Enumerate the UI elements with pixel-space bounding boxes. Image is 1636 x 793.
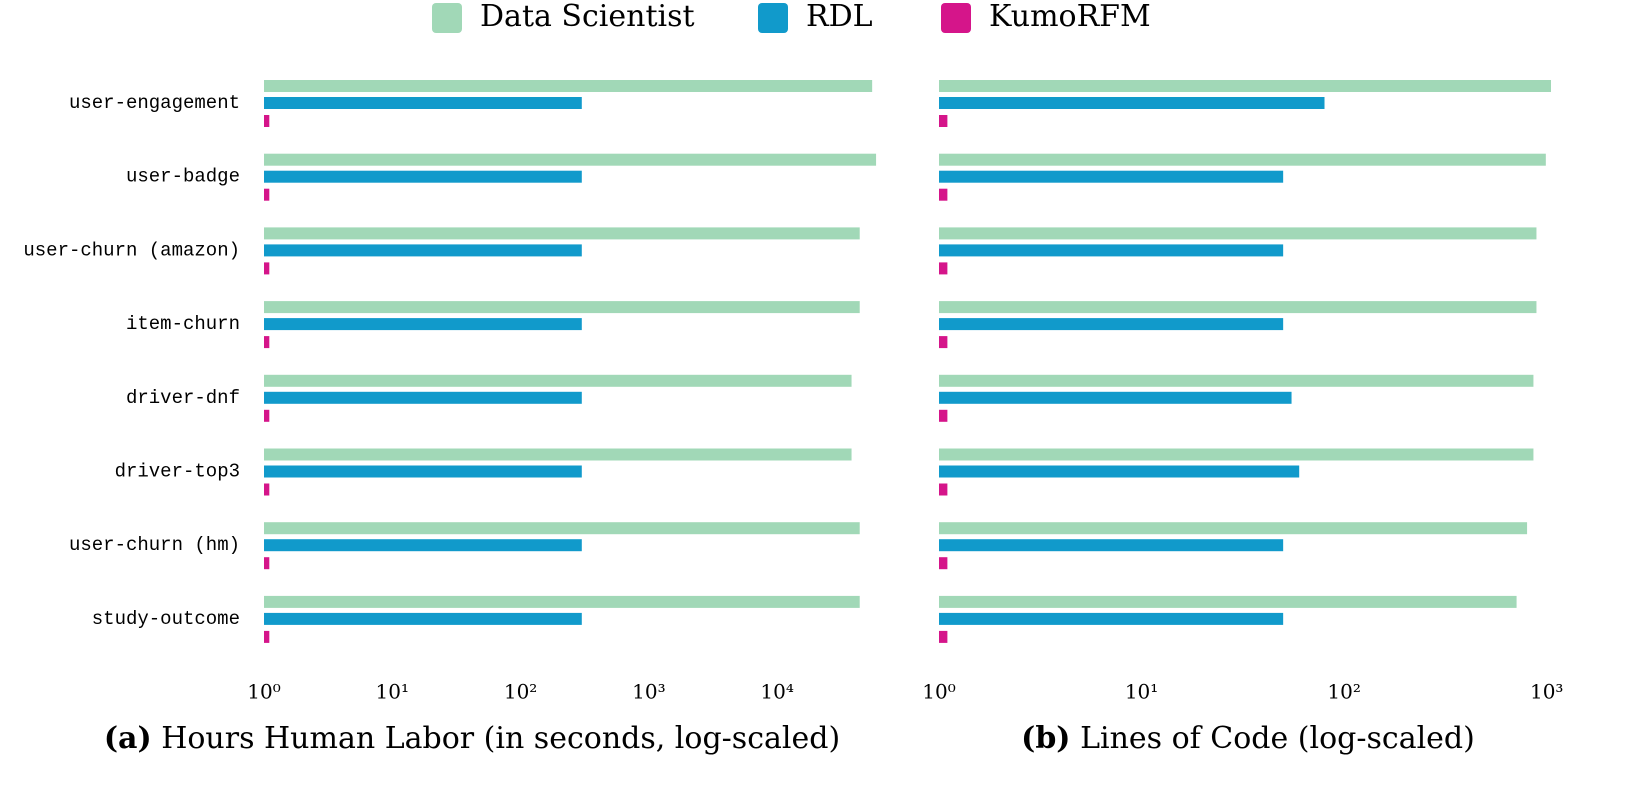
y-tick-label: item-churn [126, 313, 240, 335]
bar [939, 262, 948, 275]
y-tick-label: driver-top3 [115, 461, 240, 483]
bar [939, 557, 948, 570]
bar [264, 115, 270, 127]
x-tick-label: 10¹ [376, 680, 409, 704]
bar [264, 448, 852, 461]
subplot-label: (b) [1021, 721, 1070, 756]
bar [264, 188, 270, 201]
bar [939, 630, 948, 643]
bar [939, 318, 1284, 331]
bar [264, 557, 270, 570]
bar [939, 595, 1517, 608]
bar [264, 465, 582, 478]
x-tick-label: 10⁰ [922, 680, 955, 704]
bar [264, 612, 582, 625]
subplot-label: (a) [104, 721, 152, 756]
bar [939, 465, 1300, 478]
x-tick-label: 10⁴ [760, 680, 793, 704]
bar [939, 80, 1551, 92]
legend-swatch [432, 3, 462, 33]
bar [939, 153, 1546, 166]
bar [939, 188, 948, 201]
bar [939, 374, 1534, 387]
x-tick-label: 10³ [632, 680, 665, 704]
bar [264, 409, 270, 422]
bar [939, 301, 1537, 314]
bar [264, 391, 582, 404]
x-tick-label: 10³ [1530, 680, 1563, 704]
bar [939, 409, 948, 422]
y-tick-label: user-churn (hm) [69, 534, 240, 556]
bar [939, 227, 1537, 240]
x-axis-label: (b) Lines of Code (log-scaled) [1021, 721, 1475, 756]
bar [939, 170, 1284, 183]
bar [264, 301, 860, 314]
legend-swatch [941, 3, 971, 33]
bar [264, 374, 852, 387]
x-tick-label: 10⁰ [247, 680, 280, 704]
bar [264, 483, 270, 496]
bar [939, 244, 1284, 257]
bar [939, 612, 1284, 625]
y-tick-label: study-outcome [92, 608, 240, 630]
bar [264, 153, 877, 166]
bar [264, 80, 873, 92]
bar [939, 539, 1284, 552]
bar [264, 539, 582, 552]
bar [939, 115, 948, 127]
x-axis-title: Hours Human Labor (in seconds, log-scale… [161, 721, 840, 756]
bar [264, 522, 860, 535]
bar [264, 336, 270, 349]
bar [264, 170, 582, 183]
bar [939, 97, 1325, 109]
x-axis-title: Lines of Code (log-scaled) [1080, 721, 1475, 756]
bar [939, 448, 1534, 461]
bar [264, 227, 860, 240]
x-tick-label: 10² [504, 680, 537, 704]
legend-swatch [758, 3, 788, 33]
legend-label: RDL [806, 0, 873, 34]
bar [264, 630, 270, 643]
bar [264, 97, 582, 109]
x-tick-label: 10¹ [1125, 680, 1158, 704]
bar [264, 318, 582, 331]
legend-label: KumoRFM [989, 0, 1151, 34]
y-tick-label: user-engagement [69, 92, 240, 114]
x-tick-label: 10² [1327, 680, 1360, 704]
bar [264, 244, 582, 257]
bar [939, 483, 948, 496]
x-axis-label: (a) Hours Human Labor (in seconds, log-s… [104, 721, 840, 756]
bar [264, 262, 270, 275]
y-tick-label: driver-dnf [126, 387, 240, 409]
bar [264, 595, 860, 608]
legend-label: Data Scientist [480, 0, 695, 34]
bar [939, 336, 948, 349]
y-tick-label: user-churn (amazon) [23, 239, 240, 261]
bar [939, 391, 1292, 404]
bar [939, 522, 1528, 535]
y-tick-label: user-badge [126, 166, 240, 188]
